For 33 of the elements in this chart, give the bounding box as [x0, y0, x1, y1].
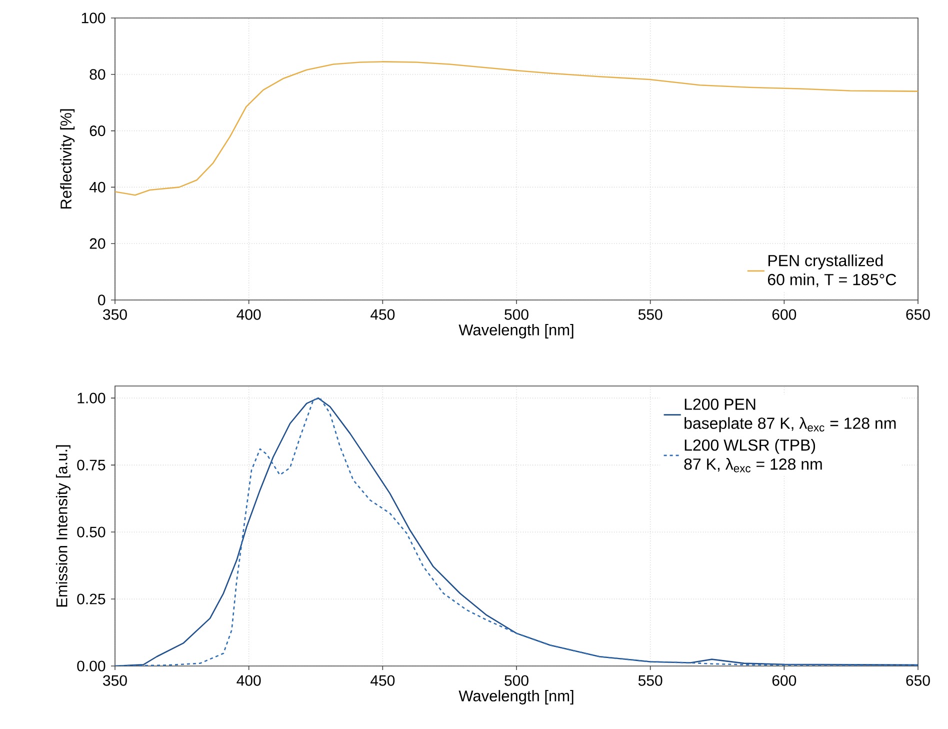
x-tick-label: 350	[103, 675, 127, 686]
x-tick-label: 350	[103, 309, 127, 320]
y-tick-label: 0.25	[77, 594, 106, 604]
y-tick-label: 0	[98, 294, 106, 306]
x-axis-title: Wavelength [nm]	[458, 324, 574, 338]
y-axis-title: Emission Intensity [a.u.]	[56, 445, 70, 607]
y-tick-label: 20	[90, 238, 106, 249]
x-tick-label: 550	[638, 675, 662, 686]
y-tick-label: 80	[90, 69, 106, 80]
x-tick-label: 650	[906, 675, 930, 686]
y-tick-label: 60	[90, 125, 106, 136]
y-tick-label: 0.75	[77, 460, 106, 470]
x-tick-label: 600	[772, 309, 796, 320]
x-tick-label: 450	[370, 675, 395, 686]
x-tick-label: 650	[906, 309, 930, 320]
x-tick-label: 600	[772, 675, 796, 686]
x-tick-label: 500	[504, 309, 528, 320]
line-series	[115, 61, 918, 196]
x-tick-label: 500	[504, 675, 528, 686]
y-tick-label: 0.50	[77, 526, 106, 538]
y-axis-title: Reflectivity [%]	[60, 109, 75, 209]
y-tick-label: 1.00	[78, 392, 106, 404]
x-tick-label: 400	[236, 675, 261, 686]
x-tick-label: 450	[370, 309, 395, 320]
legend-label: L200 PEN baseplate 87 K, λ$_{exc}$ = 128 nm	[684, 398, 896, 432]
x-tick-label: 550	[638, 309, 662, 320]
x-tick-label: 400	[236, 309, 261, 320]
y-tick-label: 0.00	[77, 660, 106, 672]
y-tick-label: 40	[89, 182, 106, 192]
y-tick-label: 100	[82, 12, 106, 24]
x-axis-title: Wavelength [nm]	[458, 690, 574, 704]
legend-label: PEN crystallized 60 min, T = 185°C	[768, 254, 896, 288]
legend-label: L200 WLSR (TPB) 87 K, λ$_{exc}$ = 128 nm	[684, 439, 822, 472]
